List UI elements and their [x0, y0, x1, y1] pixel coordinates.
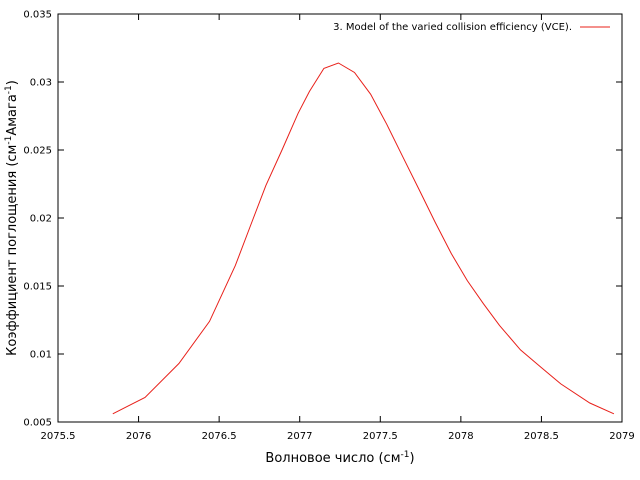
y-tick-label: 0.015 — [23, 282, 52, 293]
series-line — [112, 62, 615, 415]
y-tick-labels: 0.005 0.01 0.015 0.02 0.025 0.03 0.035 — [23, 10, 52, 429]
x-tick-label: 2076 — [126, 431, 151, 442]
x-tick-labels: 2075.5 2076 2076.5 2077 2077.5 2078 2078.5 2079 — [41, 431, 635, 442]
y-axis-title: Коэффициент поглощения (см-1Амага-1) — [4, 80, 20, 356]
legend-label: 3. Model of the varied collision efficie… — [333, 22, 572, 33]
tick-marks — [57, 13, 623, 423]
x-tick-label: 2078.5 — [524, 431, 559, 442]
x-tick-label: 2076.5 — [202, 431, 237, 442]
y-tick-label: 0.005 — [23, 418, 52, 429]
y-tick-label: 0.03 — [30, 78, 52, 89]
legend: 3. Model of the varied collision efficie… — [333, 22, 610, 33]
x-tick-label: 2079 — [609, 431, 634, 442]
y-tick-label: 0.02 — [30, 214, 52, 225]
y-tick-label: 0.035 — [23, 10, 52, 21]
y-tick-label: 0.01 — [30, 350, 52, 361]
x-tick-label: 2077.5 — [363, 431, 398, 442]
plot-area — [57, 13, 623, 423]
y-tick-label: 0.025 — [23, 146, 52, 157]
series-layer — [112, 62, 615, 415]
x-tick-label: 2077 — [287, 431, 312, 442]
x-axis-title: Волновое число (см-1) — [265, 450, 414, 466]
x-tick-label: 2078 — [448, 431, 473, 442]
x-tick-label: 2075.5 — [41, 431, 76, 442]
